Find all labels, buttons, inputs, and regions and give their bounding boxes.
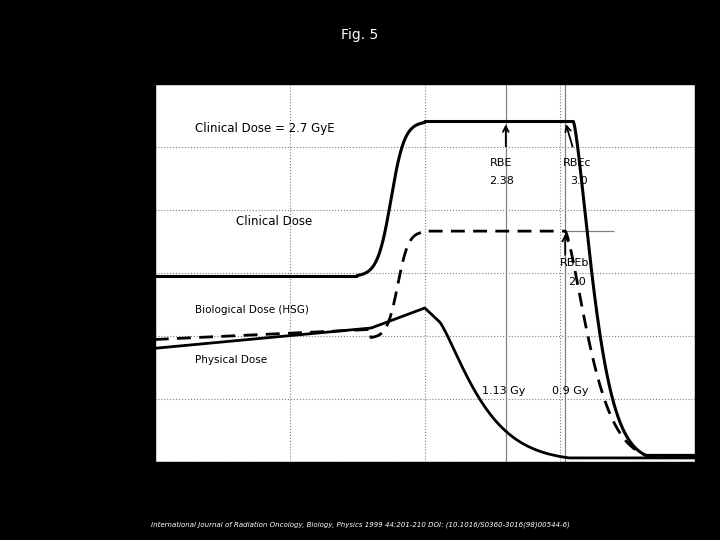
Text: 3.0: 3.0: [571, 177, 588, 186]
Text: 2.0: 2.0: [568, 278, 585, 287]
Text: RBE: RBE: [490, 158, 512, 167]
Title: Fractionated dose for clinical situation: Fractionated dose for clinical situation: [230, 62, 620, 79]
Text: 0.9 Gy: 0.9 Gy: [552, 386, 588, 396]
Text: Fig. 5: Fig. 5: [341, 28, 379, 42]
Text: Physical Dose: Physical Dose: [195, 355, 267, 366]
Text: RBEc: RBEc: [562, 158, 591, 167]
Text: RBEb: RBEb: [560, 259, 589, 268]
Text: International Journal of Radiation Oncology, Biology, Physics 1999 44:201-210 DO: International Journal of Radiation Oncol…: [150, 522, 570, 528]
Text: 1.13 Gy: 1.13 Gy: [482, 386, 525, 396]
Text: Biological Dose (HSG): Biological Dose (HSG): [195, 305, 309, 315]
Text: 2.38: 2.38: [490, 177, 515, 186]
Text: Clinical Dose = 2.7 GyE: Clinical Dose = 2.7 GyE: [195, 122, 335, 134]
Text: Clinical Dose: Clinical Dose: [236, 215, 312, 228]
Y-axis label: Dose per Fraction (Gy): Dose per Fraction (Gy): [104, 184, 118, 361]
X-axis label: Depth in Water (mm): Depth in Water (mm): [334, 490, 516, 505]
